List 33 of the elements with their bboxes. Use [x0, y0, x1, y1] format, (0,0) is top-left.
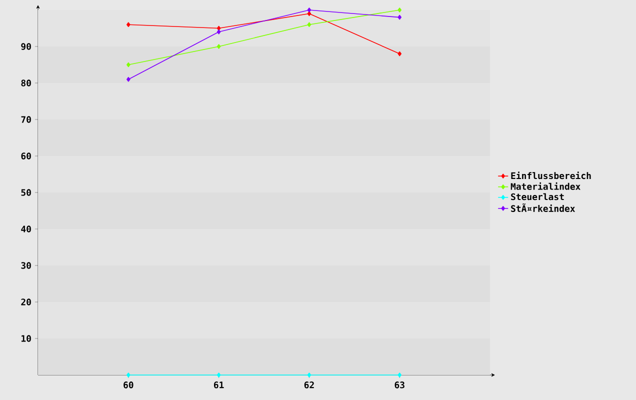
point: [398, 8, 402, 12]
y-tick-label: 40: [21, 226, 31, 232]
y-tick-label: 90: [21, 43, 31, 50]
point: [307, 372, 312, 378]
y-tick-label: 60: [21, 152, 31, 160]
y-tick-label: 80: [21, 80, 31, 86]
point: [398, 372, 402, 378]
point: [126, 76, 130, 82]
y-tick-label: 10: [22, 335, 31, 342]
point: [216, 372, 221, 378]
point: [126, 372, 130, 378]
point: [126, 22, 130, 27]
x-tick-label: 61: [214, 382, 224, 388]
point: [216, 44, 221, 49]
x-tick-label: 62: [304, 382, 314, 388]
point: [216, 30, 221, 34]
point: [398, 14, 402, 20]
point: [398, 51, 402, 56]
y-tick-label: 50: [21, 189, 31, 196]
x-tick-label: 60: [124, 382, 134, 388]
legend-label: StÃ¤rkeindex: [511, 204, 576, 212]
point: [126, 62, 130, 68]
y-tick-label: 70: [21, 116, 31, 123]
legend-label: Einflussbereich: [511, 172, 591, 180]
point: [307, 8, 312, 12]
legend-label: Steuerlast: [511, 193, 564, 200]
point: [307, 11, 312, 16]
y-tick-label: 30: [21, 262, 31, 269]
point: [216, 26, 221, 31]
x-tick-label: 63: [394, 382, 404, 388]
legend-label: Materialindex: [510, 182, 580, 190]
y-tick-label: 20: [21, 298, 31, 306]
point: [307, 22, 312, 27]
